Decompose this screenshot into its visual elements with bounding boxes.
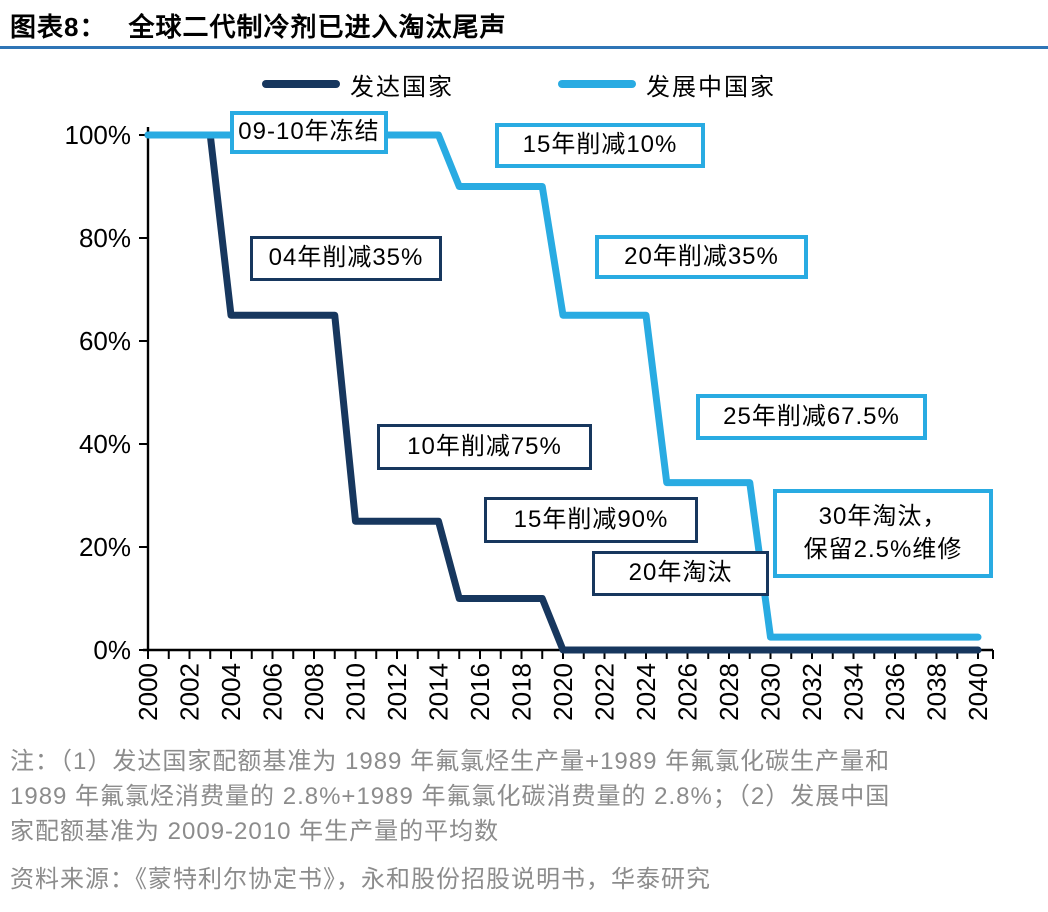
title-underline <box>0 46 1048 49</box>
series-line-developed <box>144 131 982 654</box>
x-tick-label: 2024 <box>631 663 661 721</box>
chart-notes: 注：（1）发达国家配额基准为 1989 年氟氯烃生产量+1989 年氟氯化碳生产… <box>10 744 1040 897</box>
x-tick-label: 2008 <box>299 663 329 721</box>
x-tick-label: 2022 <box>590 663 620 721</box>
x-tick-label: 2020 <box>548 663 578 721</box>
annotation-text: 保留2.5%维修 <box>803 535 963 563</box>
annotation-box: 15年削减90% <box>484 497 698 543</box>
annotation-text: 15年削减10% <box>522 131 678 159</box>
source-line: 资料来源：《蒙特利尔协定书》，永和股份招股说明书，华泰研究 <box>10 866 711 893</box>
annotation-box: 25年削减67.5% <box>696 394 927 440</box>
annotation-text: 09-10年冻结 <box>238 118 380 146</box>
legend-label-developed: 发达国家 <box>350 73 454 101</box>
x-tick-label: 2036 <box>880 663 910 721</box>
annotation-text: 25年削减67.5% <box>723 402 900 430</box>
y-tick-label: 0% <box>93 635 131 665</box>
x-tick-label: 2004 <box>216 663 246 721</box>
y-tick-label: 40% <box>79 429 131 459</box>
x-tick-label: 2030 <box>756 663 786 721</box>
note-line: 家配额基准为 2009-2010 年生产量的平均数 <box>10 818 500 845</box>
x-tick-label: 2016 <box>465 663 495 721</box>
annotation-text: 20年淘汰 <box>628 559 733 587</box>
annotation-text: 10年削减75% <box>407 432 562 460</box>
x-tick-label: 2038 <box>922 663 952 721</box>
note-line: 1989 年氟氯烃消费量的 2.8%+1989 年氟氯化碳消费量的 2.8%；（… <box>10 783 891 810</box>
x-tick-label: 2006 <box>258 663 288 721</box>
figure-number: 图表8： <box>10 12 107 42</box>
y-tick-label: 100% <box>65 120 132 150</box>
developing-line-swatch-icon <box>558 80 636 88</box>
y-tick-label: 60% <box>79 326 131 356</box>
annotation-text: 30年淘汰， <box>818 503 948 531</box>
x-tick-label: 2026 <box>673 663 703 721</box>
figure-header: 图表8： 全球二代制冷剂已进入淘汰尾声 <box>10 7 506 44</box>
annotation-box: 20年淘汰 <box>592 551 769 596</box>
annotation-text: 04年削减35% <box>268 244 424 272</box>
legend-label-developing: 发展中国家 <box>646 73 776 101</box>
annotation-text: 15年削减90% <box>513 505 669 533</box>
y-tick-label: 80% <box>79 223 131 253</box>
annotation-box: 15年削减10% <box>495 123 705 168</box>
annotation-text: 20年削减35% <box>624 242 779 270</box>
x-tick-label: 2032 <box>797 663 827 721</box>
annotation-layer: 09-10年冻结 15年削减10% 04年削减35% 20年削减35% 10年削减75%… <box>230 111 993 596</box>
developed-line-swatch-icon <box>262 80 340 88</box>
x-tick-label: 2040 <box>963 663 993 721</box>
x-tick-label: 2000 <box>133 663 163 721</box>
annotation-box: 10年削减75% <box>377 424 592 470</box>
x-tick-label: 2010 <box>341 663 371 721</box>
x-tick-label: 2014 <box>424 663 454 721</box>
x-tick-label: 2028 <box>714 663 744 721</box>
legend-item-developed: 发达国家 <box>262 70 454 101</box>
x-tick-label: 2018 <box>507 663 537 721</box>
annotation-box: 30年淘汰， 保留2.5%维修 <box>773 489 993 578</box>
x-tick-label: 2012 <box>382 663 412 721</box>
y-tick-label: 20% <box>79 532 131 562</box>
legend-item-developing: 发展中国家 <box>558 70 776 101</box>
annotation-box: 20年削减35% <box>595 235 808 279</box>
page-title: 全球二代制冷剂已进入淘汰尾声 <box>128 12 507 42</box>
annotation-box: 09-10年冻结 <box>230 111 388 154</box>
note-line: 注：（1）发达国家配额基准为 1989 年氟氯烃生产量+1989 年氟氯化碳生产… <box>10 748 891 775</box>
x-tick-label: 2034 <box>839 663 869 721</box>
x-tick-label: 2002 <box>175 663 205 721</box>
annotation-box: 04年削减35% <box>250 236 442 281</box>
